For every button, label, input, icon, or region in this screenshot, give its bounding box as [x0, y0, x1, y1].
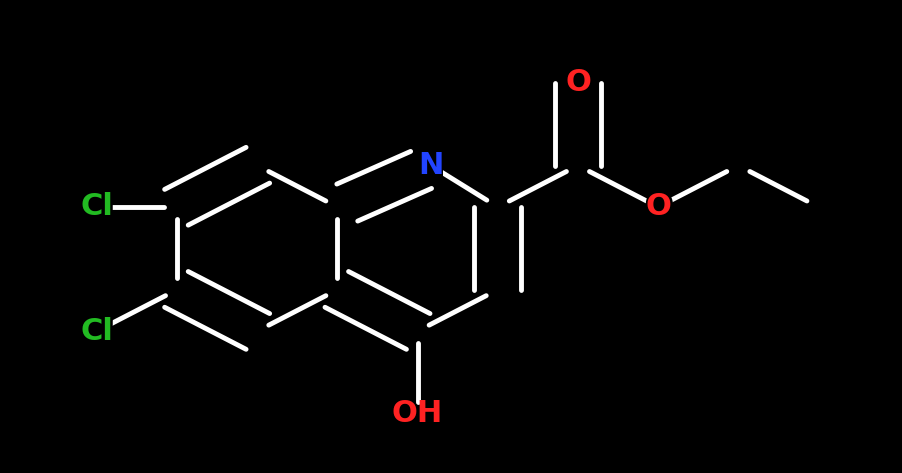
Text: Cl: Cl: [78, 190, 116, 224]
Text: Cl: Cl: [80, 193, 114, 221]
Text: O: O: [643, 190, 674, 224]
Text: Cl: Cl: [78, 314, 116, 348]
Text: O: O: [563, 66, 594, 100]
Text: OH: OH: [392, 399, 443, 429]
Text: O: O: [645, 193, 671, 221]
Text: Cl: Cl: [80, 316, 114, 346]
Text: O: O: [565, 68, 591, 97]
Text: N: N: [419, 151, 444, 180]
Text: OH: OH: [387, 397, 448, 431]
Text: N: N: [416, 149, 446, 183]
